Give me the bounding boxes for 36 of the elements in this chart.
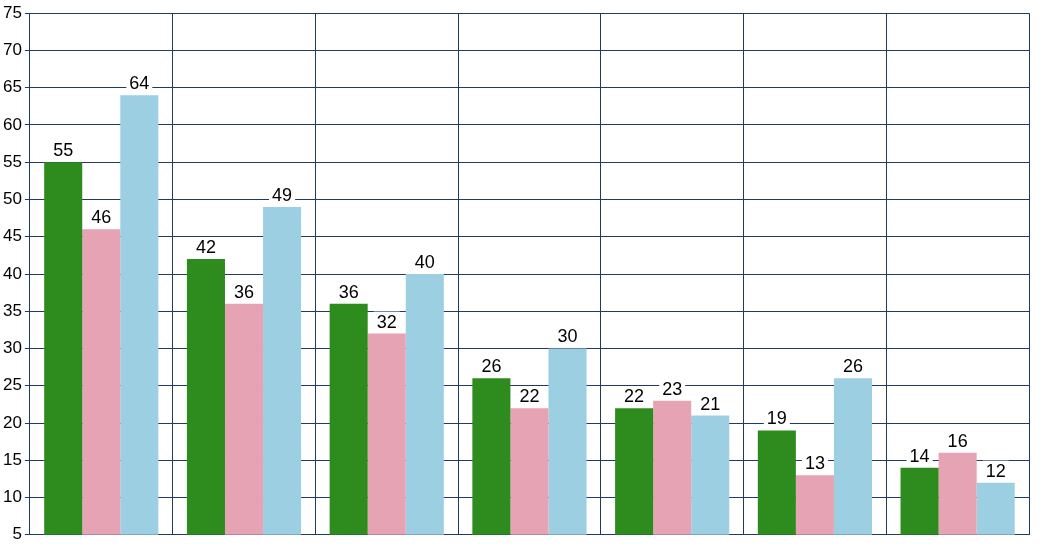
y-tick-label: 30 bbox=[2, 338, 22, 358]
data-label: 19 bbox=[766, 408, 787, 429]
y-tick-label: 10 bbox=[2, 487, 22, 507]
y-tick-label: 5 bbox=[12, 524, 22, 544]
y-tick-label: 15 bbox=[2, 449, 22, 469]
y-tick-label: 20 bbox=[2, 412, 22, 432]
data-label: 64 bbox=[129, 73, 150, 94]
data-label: 16 bbox=[947, 430, 968, 451]
y-tick-label: 60 bbox=[2, 114, 22, 134]
data-label: 26 bbox=[842, 356, 863, 377]
data-label: 30 bbox=[557, 326, 578, 347]
y-tick-label: 70 bbox=[2, 40, 22, 60]
data-label: 12 bbox=[985, 460, 1006, 481]
y-tick-label: 55 bbox=[2, 151, 22, 171]
data-label: 23 bbox=[662, 378, 683, 399]
y-tick-label: 25 bbox=[2, 375, 22, 395]
y-tick-label: 75 bbox=[2, 2, 22, 22]
y-tick-label: 65 bbox=[2, 77, 22, 97]
data-label: 49 bbox=[272, 184, 293, 205]
y-tick-label: 50 bbox=[2, 189, 22, 209]
data-label: 36 bbox=[338, 281, 359, 302]
data-label: 14 bbox=[909, 445, 930, 466]
data-label: 13 bbox=[804, 453, 825, 474]
data-label: 46 bbox=[91, 207, 112, 228]
data-label: 40 bbox=[414, 251, 435, 272]
data-label: 22 bbox=[624, 386, 645, 407]
data-label: 55 bbox=[53, 140, 74, 161]
data-label: 26 bbox=[481, 356, 502, 377]
y-tick-label: 45 bbox=[2, 226, 22, 246]
y-tick-label: 40 bbox=[2, 263, 22, 283]
data-label: 22 bbox=[519, 386, 540, 407]
data-label: 36 bbox=[233, 281, 255, 302]
data-label: 42 bbox=[195, 237, 216, 258]
data-label: 32 bbox=[376, 311, 397, 332]
data-label: 21 bbox=[700, 393, 721, 414]
y-tick-label: 35 bbox=[2, 300, 22, 320]
